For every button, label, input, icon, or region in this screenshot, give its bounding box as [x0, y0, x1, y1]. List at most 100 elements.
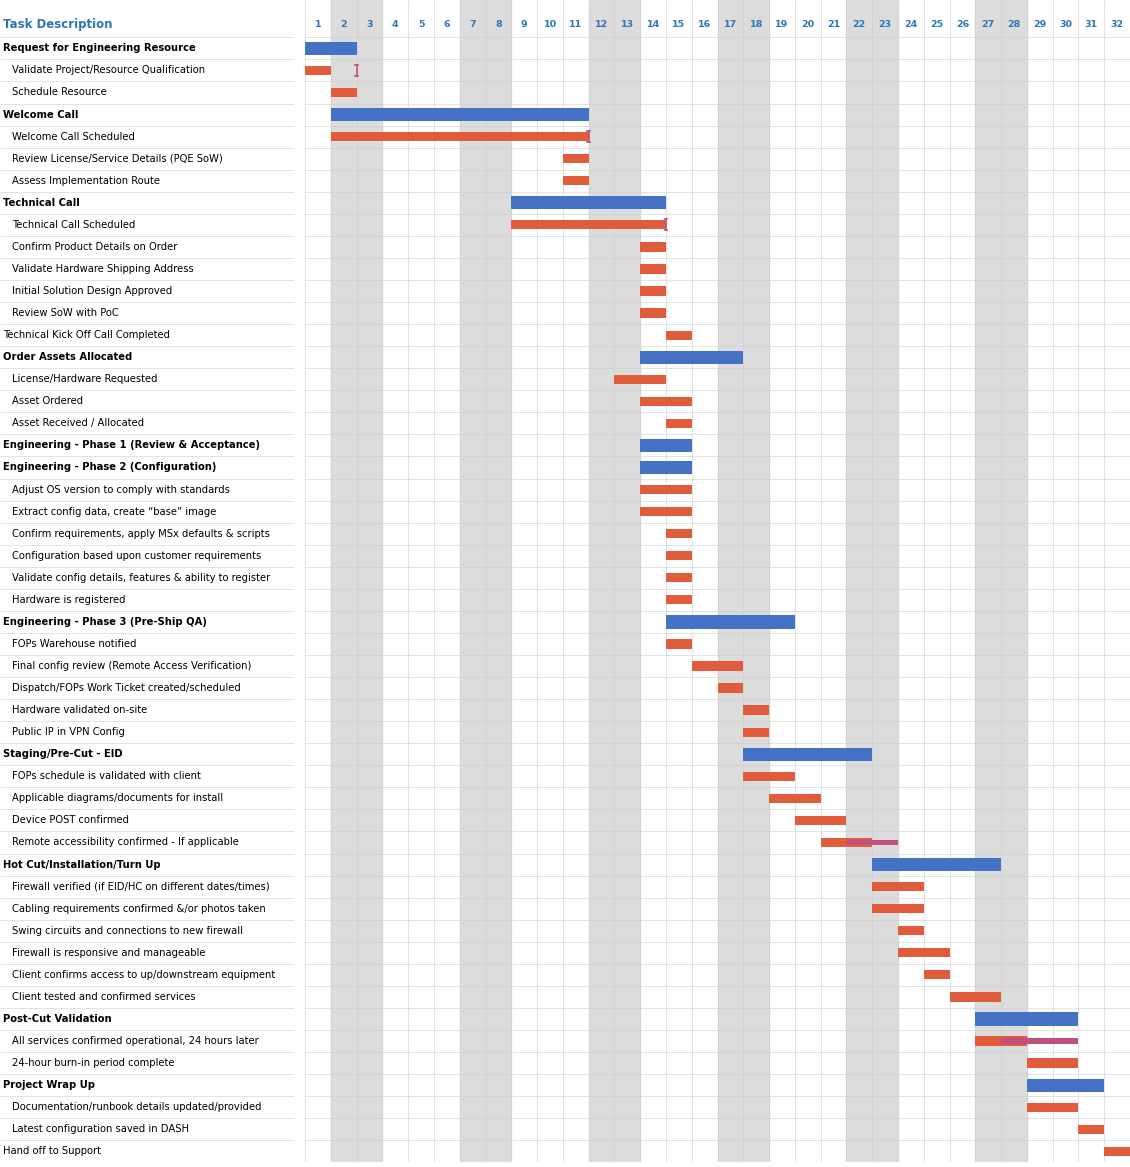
- Text: Post-Cut Validation: Post-Cut Validation: [3, 1014, 112, 1023]
- Text: Confirm Product Details on Order: Confirm Product Details on Order: [11, 242, 177, 252]
- Bar: [718, 37, 770, 1162]
- Bar: [718, 684, 744, 693]
- Text: 12: 12: [594, 20, 608, 29]
- Text: 20: 20: [801, 20, 815, 29]
- Bar: [589, 0, 641, 37]
- Text: Order Assets Allocated: Order Assets Allocated: [3, 352, 132, 362]
- Text: Device POST confirmed: Device POST confirmed: [11, 816, 129, 825]
- Bar: [846, 0, 898, 37]
- Text: Task Description: Task Description: [3, 18, 113, 30]
- Text: 11: 11: [570, 20, 582, 29]
- Bar: [641, 350, 744, 364]
- Text: Final config review (Remote Access Verification): Final config review (Remote Access Verif…: [11, 661, 251, 671]
- Text: Review SoW with PoC: Review SoW with PoC: [11, 308, 119, 319]
- Bar: [872, 904, 924, 914]
- Bar: [794, 816, 846, 825]
- Text: Remote accessibility confirmed - If applicable: Remote accessibility confirmed - If appl…: [11, 838, 238, 847]
- Bar: [666, 330, 692, 340]
- Bar: [898, 948, 949, 957]
- Text: Hardware is registered: Hardware is registered: [11, 595, 125, 605]
- Bar: [460, 0, 511, 37]
- Bar: [949, 992, 1001, 1001]
- Bar: [511, 221, 666, 230]
- Bar: [744, 706, 770, 714]
- Text: Review License/Service Details (PQE SoW): Review License/Service Details (PQE SoW): [11, 154, 223, 163]
- Text: Project Wrap Up: Project Wrap Up: [3, 1081, 95, 1090]
- Text: 17: 17: [724, 20, 737, 29]
- Text: 5: 5: [418, 20, 425, 29]
- Text: Engineering - Phase 3 (Pre-Ship QA): Engineering - Phase 3 (Pre-Ship QA): [3, 617, 207, 627]
- Bar: [331, 107, 589, 121]
- Bar: [1078, 1125, 1104, 1134]
- Bar: [331, 132, 589, 141]
- Text: Latest configuration saved in DASH: Latest configuration saved in DASH: [11, 1124, 189, 1134]
- Bar: [1104, 1147, 1130, 1156]
- Text: 1: 1: [314, 20, 321, 29]
- Bar: [975, 37, 1027, 1162]
- Text: Assess Implementation Route: Assess Implementation Route: [11, 176, 159, 186]
- Bar: [641, 439, 692, 452]
- Bar: [305, 65, 331, 75]
- Text: Public IP in VPN Config: Public IP in VPN Config: [11, 727, 124, 738]
- Text: Asset Ordered: Asset Ordered: [11, 397, 82, 406]
- Text: Configuration based upon customer requirements: Configuration based upon customer requir…: [11, 551, 261, 560]
- Text: 22: 22: [853, 20, 866, 29]
- Bar: [846, 37, 898, 1162]
- Text: 4: 4: [392, 20, 399, 29]
- Text: Firewall is responsive and manageable: Firewall is responsive and manageable: [11, 948, 206, 958]
- Bar: [305, 42, 357, 55]
- Bar: [666, 615, 794, 629]
- Text: Client confirms access to up/downstream equipment: Client confirms access to up/downstream …: [11, 970, 275, 980]
- Text: 29: 29: [1033, 20, 1046, 29]
- Bar: [744, 748, 872, 761]
- Bar: [615, 375, 666, 384]
- Text: Documentation/runbook details updated/provided: Documentation/runbook details updated/pr…: [11, 1102, 261, 1112]
- Text: 3: 3: [366, 20, 373, 29]
- Bar: [666, 529, 692, 538]
- Text: 18: 18: [749, 20, 763, 29]
- Text: 19: 19: [775, 20, 789, 29]
- Text: 21: 21: [827, 20, 841, 29]
- Bar: [718, 0, 770, 37]
- Bar: [744, 727, 770, 736]
- Bar: [898, 927, 924, 935]
- Bar: [666, 551, 692, 560]
- Bar: [846, 840, 898, 845]
- Bar: [666, 573, 692, 582]
- Text: 24: 24: [904, 20, 918, 29]
- Bar: [641, 286, 666, 295]
- Text: Welcome Call Scheduled: Welcome Call Scheduled: [11, 132, 134, 141]
- Text: All services confirmed operational, 24 hours later: All services confirmed operational, 24 h…: [11, 1036, 259, 1046]
- Text: 16: 16: [698, 20, 711, 29]
- Text: Hand off to Support: Hand off to Support: [3, 1146, 101, 1156]
- Bar: [641, 485, 692, 494]
- Bar: [872, 858, 1001, 871]
- Text: Applicable diagrams/documents for install: Applicable diagrams/documents for instal…: [11, 794, 223, 803]
- Text: Swing circuits and connections to new firewall: Swing circuits and connections to new fi…: [11, 925, 243, 936]
- Bar: [331, 88, 357, 97]
- Bar: [641, 265, 666, 273]
- Bar: [666, 419, 692, 428]
- Text: Cabling requirements confirmed &/or photos taken: Cabling requirements confirmed &/or phot…: [11, 903, 266, 914]
- Text: Initial Solution Design Approved: Initial Solution Design Approved: [11, 286, 172, 296]
- Bar: [666, 595, 692, 605]
- Text: 7: 7: [469, 20, 476, 29]
- Bar: [820, 838, 872, 847]
- Text: 31: 31: [1085, 20, 1098, 29]
- Text: 30: 30: [1059, 20, 1072, 29]
- Text: 14: 14: [646, 20, 660, 29]
- Text: 8: 8: [495, 20, 502, 29]
- Bar: [975, 1012, 1078, 1026]
- Text: Hot Cut/Installation/Turn Up: Hot Cut/Installation/Turn Up: [3, 860, 160, 869]
- Text: 2: 2: [340, 20, 347, 29]
- Bar: [563, 176, 589, 186]
- Text: Adjust OS version to comply with standards: Adjust OS version to comply with standar…: [11, 484, 229, 495]
- Text: Technical Call: Technical Call: [3, 197, 80, 208]
- Bar: [666, 640, 692, 649]
- Bar: [1027, 1103, 1078, 1112]
- Text: 24-hour burn-in period complete: 24-hour burn-in period complete: [11, 1058, 174, 1068]
- Bar: [641, 461, 692, 474]
- Text: 10: 10: [544, 20, 557, 29]
- Text: Engineering - Phase 1 (Review & Acceptance): Engineering - Phase 1 (Review & Acceptan…: [3, 440, 260, 450]
- Bar: [589, 37, 641, 1162]
